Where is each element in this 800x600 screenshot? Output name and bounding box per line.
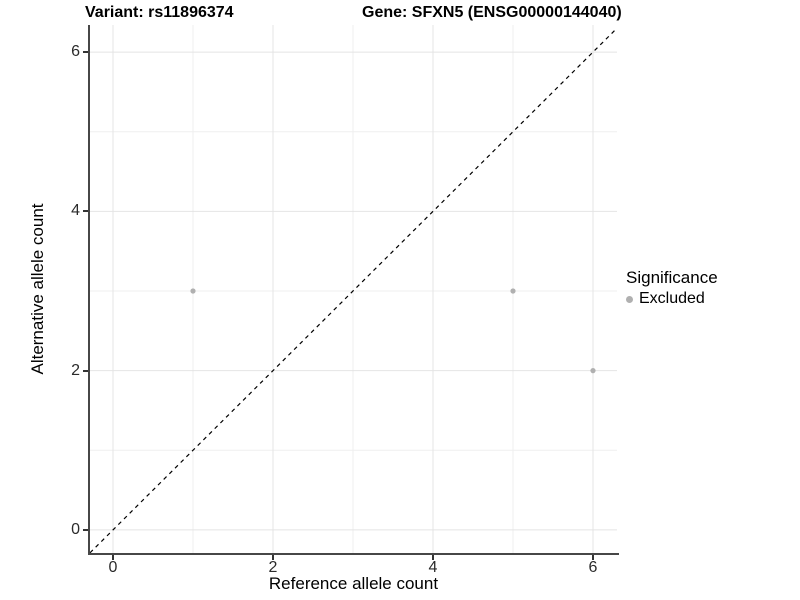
y-tick-mark [83, 210, 88, 213]
x-axis-title: Reference allele count [268, 574, 439, 593]
x-axis-line [88, 553, 619, 555]
x-tick-mark [592, 555, 594, 560]
y-tick-label: 0 [71, 520, 80, 538]
x-tick-label: 4 [428, 559, 438, 576]
legend-title: Significance [626, 268, 718, 287]
legend-items: Excluded [626, 290, 718, 308]
identity-dashed-line [90, 27, 617, 553]
plot-panel [90, 25, 617, 553]
gene-title: Gene: SFXN5 (ENSG00000144040) [362, 4, 622, 21]
y-tick-label: 2 [71, 361, 80, 379]
legend: Significance Excluded [626, 268, 718, 308]
y-tick-mark [83, 369, 88, 372]
y-tick-mark [83, 528, 88, 531]
y-axis-title: Alternative allele count [28, 203, 47, 375]
data-point [590, 368, 596, 374]
y-tick-label: 6 [71, 43, 80, 61]
y-axis-line [88, 25, 90, 555]
x-tick-label: 2 [268, 559, 278, 576]
data-point [190, 288, 196, 294]
x-tick-mark [432, 555, 434, 560]
x-tick-mark [272, 555, 274, 560]
scatter-plot-canvas [90, 25, 617, 553]
y-tick-label: 4 [71, 202, 80, 220]
y-tick-mark [83, 51, 88, 54]
x-tick-mark [112, 555, 114, 560]
legend-item-label: Excluded [639, 290, 705, 307]
x-tick-label: 0 [108, 559, 118, 576]
x-tick-label: 6 [588, 559, 598, 576]
legend-item: Excluded [626, 290, 718, 308]
data-point [510, 288, 516, 294]
variant-title: Variant: rs11896374 [85, 4, 234, 21]
legend-point-icon [626, 295, 633, 303]
